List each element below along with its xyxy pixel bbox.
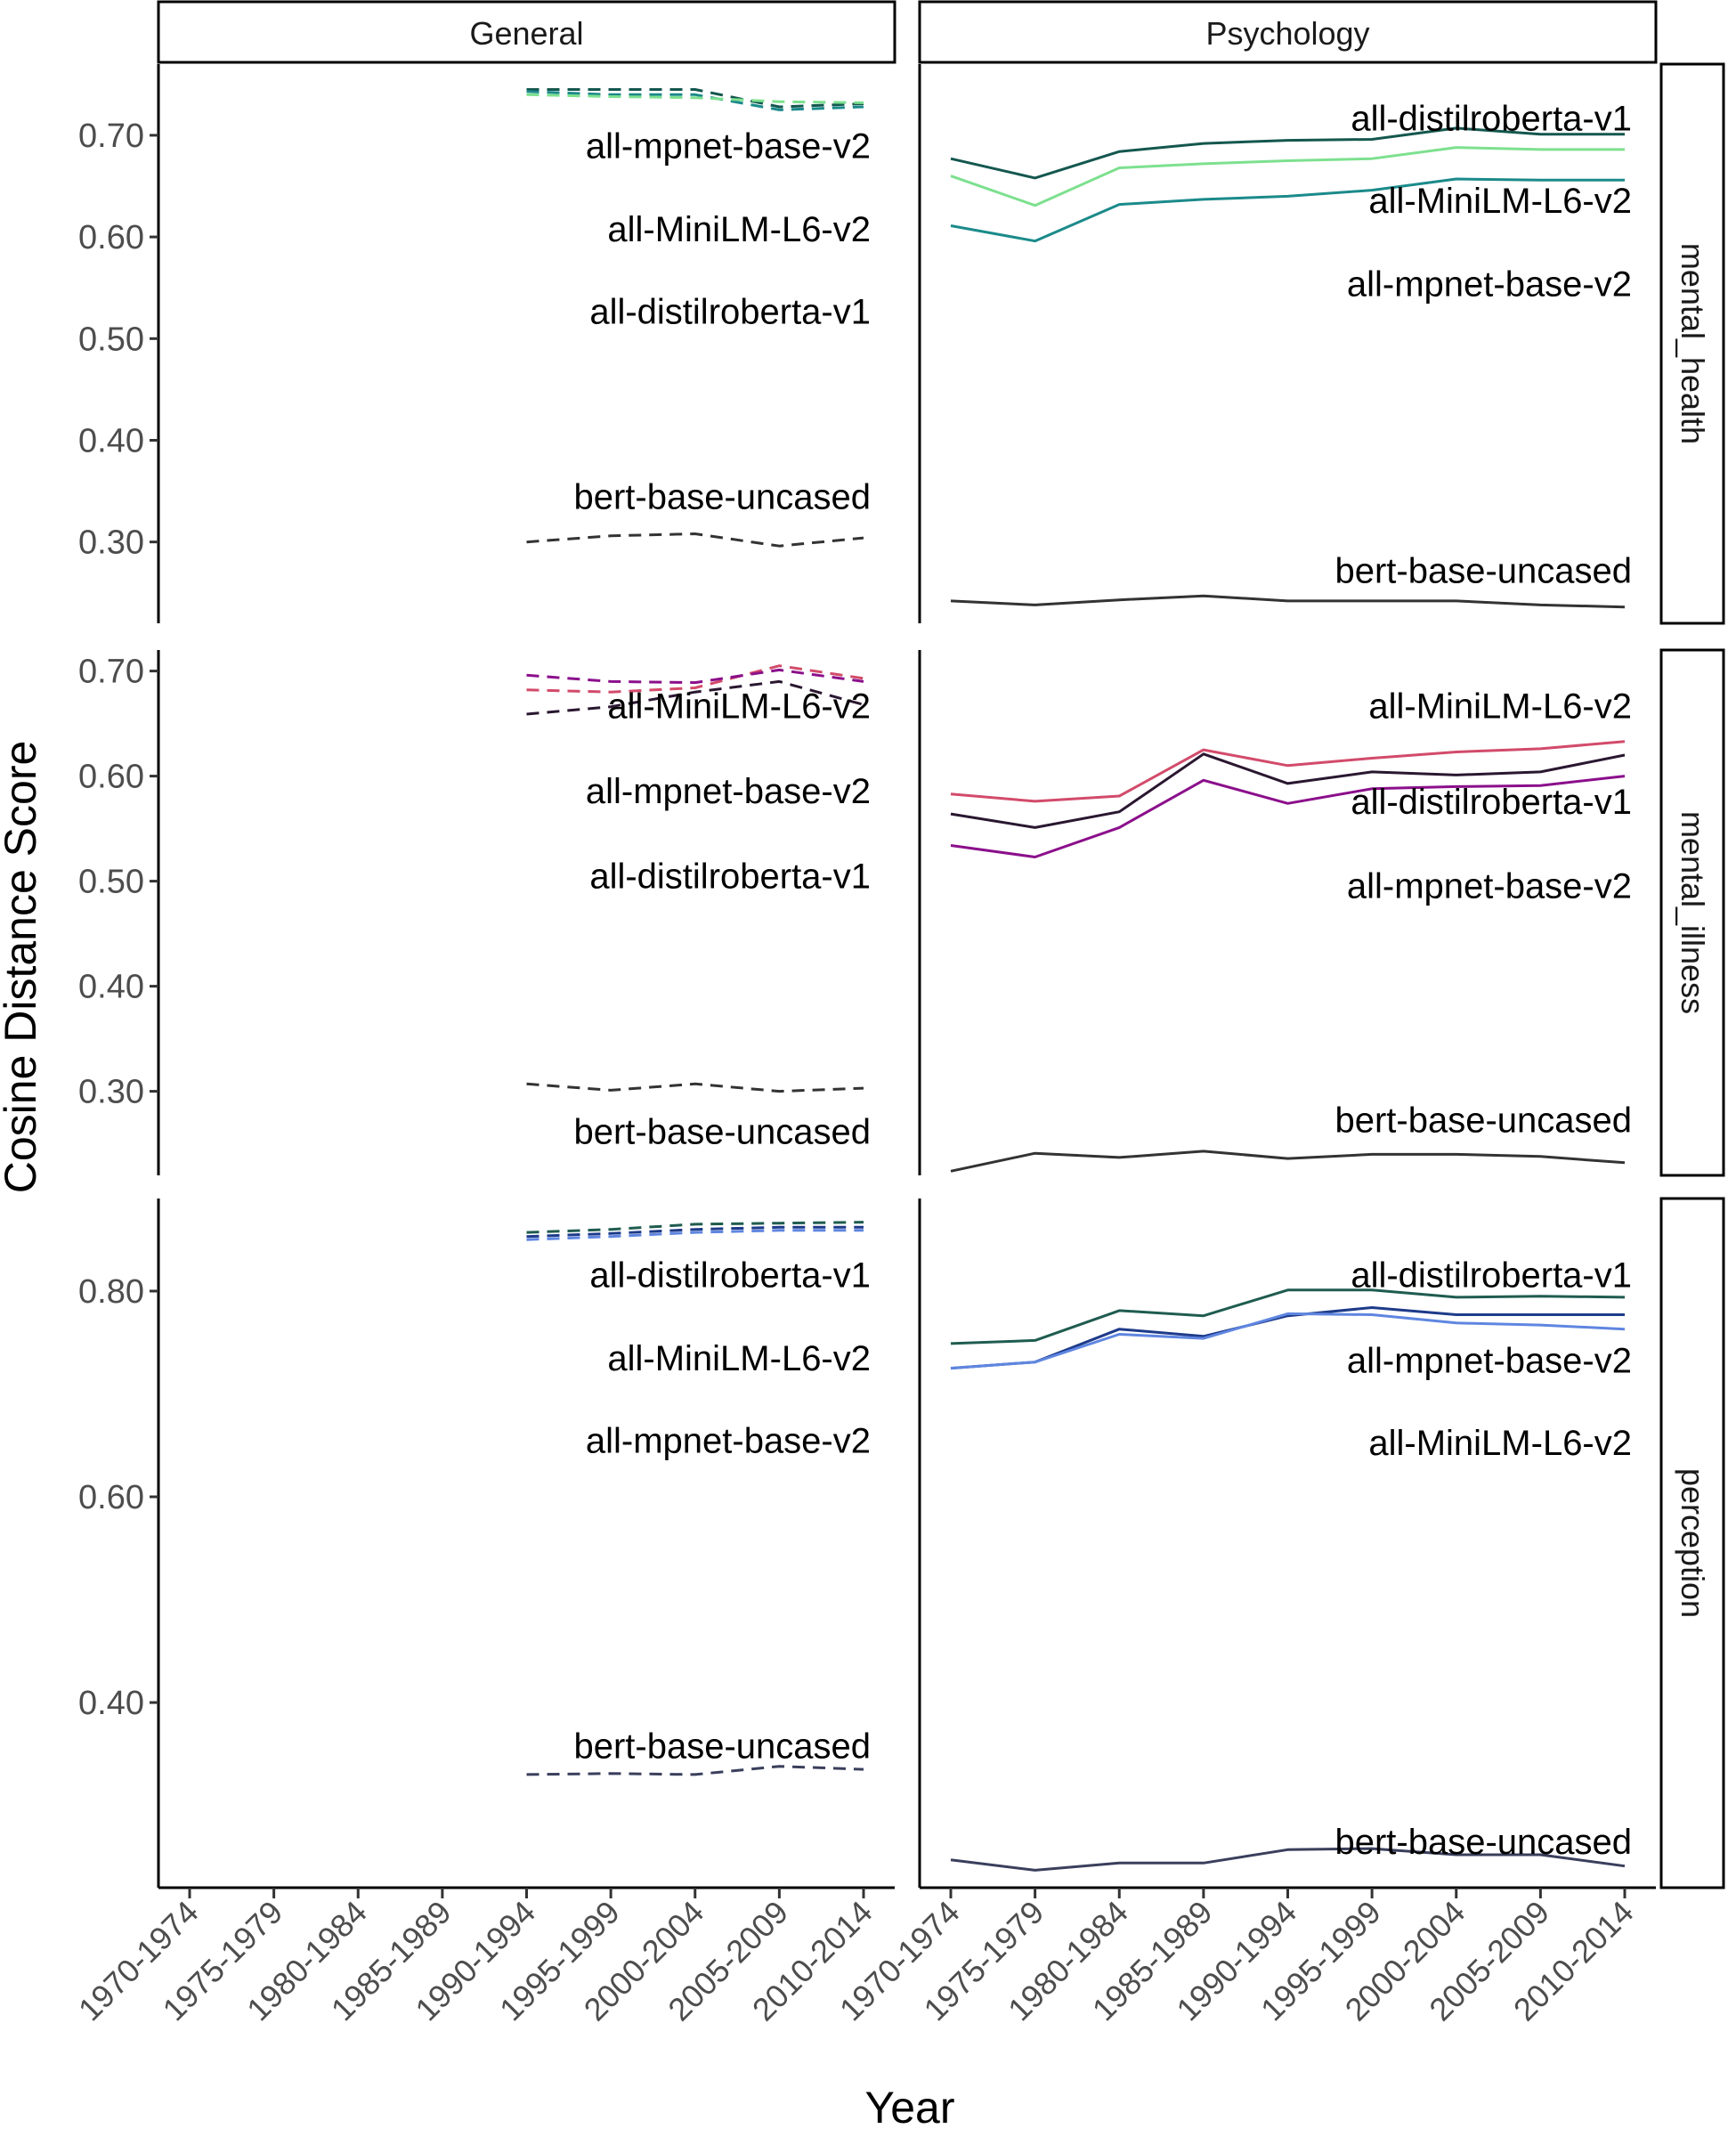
series-line-mental_illness-psychology-all-minilm-l6-v2 xyxy=(950,740,1626,803)
series-label: bert-base-uncased xyxy=(573,477,871,516)
series-label: all-MiniLM-L6-v2 xyxy=(1368,687,1632,727)
strip-perception-label: perception xyxy=(1675,1468,1711,1618)
series-label: all-distilroberta-v1 xyxy=(589,1255,871,1295)
series-label: bert-base-uncased xyxy=(1334,552,1632,591)
y-tick-label: 0.70 xyxy=(78,118,144,155)
series-label: all-distilroberta-v1 xyxy=(1351,783,1632,822)
series-label: bert-base-uncased xyxy=(573,1727,871,1767)
series-line-mental_health-general-all-minilm-l6-v2 xyxy=(526,90,864,111)
series-label: all-MiniLM-L6-v2 xyxy=(1368,1424,1632,1463)
series-label: all-MiniLM-L6-v2 xyxy=(607,687,871,727)
series-line-perception-general-all-distilroberta-v1 xyxy=(526,1221,864,1234)
series-line-mental_health-psychology-bert-base-uncased xyxy=(950,594,1626,609)
strip-general-label: General xyxy=(469,15,583,52)
series-label: all-distilroberta-v1 xyxy=(589,857,871,897)
series-line-mental_illness-general-all-distilroberta-v1 xyxy=(526,679,864,716)
series-line-mental_health-general-all-mpnet-base-v2 xyxy=(526,93,864,104)
series-line-perception-psychology-all-mpnet-base-v2 xyxy=(950,1306,1625,1370)
y-tick-label: 0.50 xyxy=(78,864,144,901)
series-label: all-mpnet-base-v2 xyxy=(1347,265,1632,305)
series-label: bert-base-uncased xyxy=(573,1112,871,1151)
series-line-perception-psychology-bert-base-uncased xyxy=(950,1847,1626,1872)
y-tick-label: 0.40 xyxy=(78,969,144,1006)
series-line-perception-general-all-mpnet-base-v2 xyxy=(526,1225,864,1239)
series-label: all-distilroberta-v1 xyxy=(589,292,871,331)
series-line-mental_health-psychology-all-distilroberta-v1 xyxy=(950,126,1625,180)
y-tick-label: 0.60 xyxy=(78,759,144,796)
series-label: all-mpnet-base-v2 xyxy=(1347,1341,1632,1380)
strip-mental_illness-label: mental_illness xyxy=(1675,811,1711,1014)
series-line-mental_health-psychology-all-minilm-l6-v2 xyxy=(950,177,1625,243)
series-label: all-mpnet-base-v2 xyxy=(586,126,871,166)
y-axis-title: Cosine Distance Score xyxy=(0,741,45,1194)
y-tick-label: 0.50 xyxy=(78,321,144,358)
series-line-mental_health-psychology-all-mpnet-base-v2 xyxy=(950,146,1625,207)
y-tick-label: 0.40 xyxy=(78,422,144,459)
series-line-mental_illness-general-all-minilm-l6-v2 xyxy=(526,664,864,694)
series-label: all-MiniLM-L6-v2 xyxy=(607,210,871,249)
series-line-perception-general-all-minilm-l6-v2 xyxy=(526,1229,864,1241)
series-line-mental_illness-psychology-all-distilroberta-v1 xyxy=(950,752,1626,829)
y-tick-label: 0.40 xyxy=(78,1685,144,1722)
x-axis-title: Year xyxy=(864,2083,954,2133)
series-label: all-mpnet-base-v2 xyxy=(586,772,871,811)
y-tick-label: 0.80 xyxy=(78,1273,144,1311)
strip-psychology-box xyxy=(918,0,1658,64)
series-line-mental_illness-general-all-mpnet-base-v2 xyxy=(526,668,864,685)
series-label: all-mpnet-base-v2 xyxy=(586,1421,871,1460)
series-line-perception-psychology-all-minilm-l6-v2 xyxy=(950,1312,1626,1370)
series-label: all-mpnet-base-v2 xyxy=(1347,866,1632,906)
strip-psychology-label: Psychology xyxy=(1205,15,1369,52)
y-tick-label: 0.30 xyxy=(78,524,144,562)
y-tick-label: 0.60 xyxy=(78,219,144,256)
strip-mental_health-label: mental_health xyxy=(1675,243,1711,444)
series-label: bert-base-uncased xyxy=(1334,1823,1632,1862)
series-label: bert-base-uncased xyxy=(1334,1101,1632,1140)
strip-mental_health-box xyxy=(1659,62,1725,625)
series-label: all-distilroberta-v1 xyxy=(1351,1255,1632,1295)
y-tick-label: 0.70 xyxy=(78,654,144,691)
series-line-perception-psychology-all-distilroberta-v1 xyxy=(950,1288,1626,1345)
series-label: all-distilroberta-v1 xyxy=(1351,100,1632,139)
strip-perception-box xyxy=(1659,1197,1725,1889)
series-line-mental_illness-general-bert-base-uncased xyxy=(526,1082,864,1093)
series-line-mental_illness-psychology-bert-base-uncased xyxy=(950,1150,1626,1173)
series-label: all-MiniLM-L6-v2 xyxy=(1368,182,1632,221)
strip-general-box xyxy=(157,0,896,64)
y-tick-label: 0.60 xyxy=(78,1479,144,1516)
series-line-perception-general-bert-base-uncased xyxy=(526,1765,864,1776)
strip-mental_illness-box xyxy=(1659,648,1725,1177)
series-label: all-MiniLM-L6-v2 xyxy=(607,1339,871,1378)
series-line-mental_health-general-all-distilroberta-v1 xyxy=(526,88,864,109)
series-line-mental_health-general-bert-base-uncased xyxy=(526,532,864,548)
series-line-mental_illness-psychology-all-mpnet-base-v2 xyxy=(950,775,1626,858)
y-tick-label: 0.30 xyxy=(78,1074,144,1111)
